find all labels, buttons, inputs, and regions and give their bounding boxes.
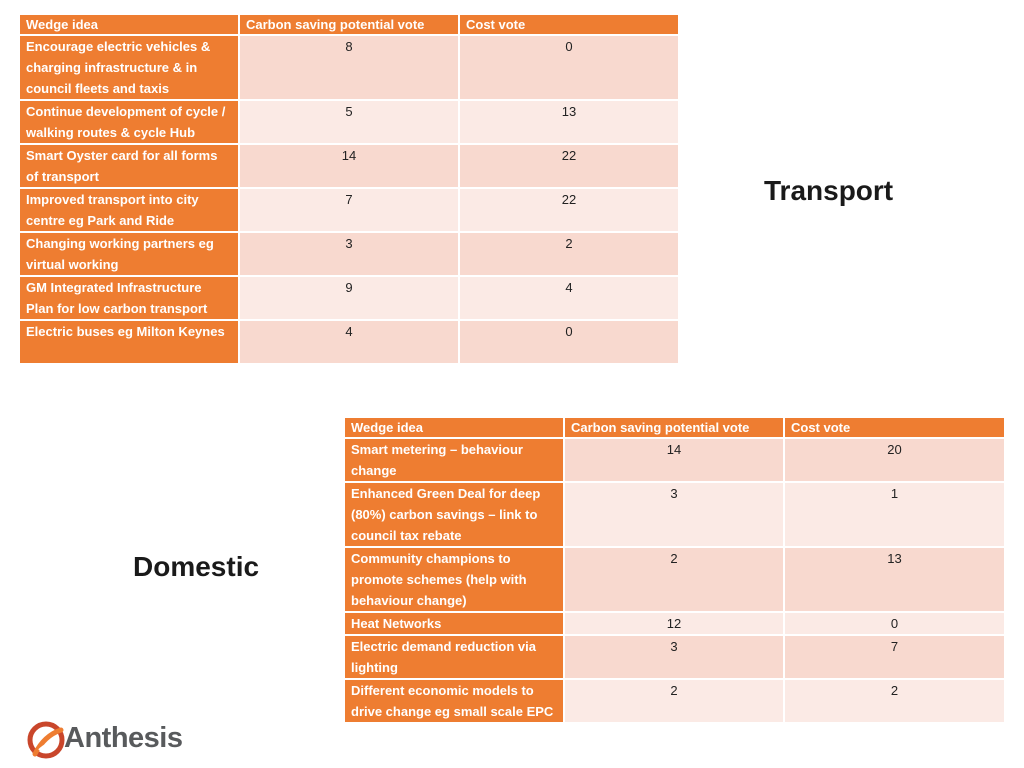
- cost-vote-cell: 22: [460, 189, 678, 231]
- cost-vote-cell: 1: [785, 483, 1004, 546]
- wedge-idea-cell: Encourage electric vehicles & charging i…: [20, 36, 238, 99]
- carbon-vote-cell: 3: [240, 233, 458, 275]
- carbon-vote-cell: 9: [240, 277, 458, 319]
- carbon-vote-cell: 2: [565, 548, 783, 611]
- wedge-idea-cell: Continue development of cycle / walking …: [20, 101, 238, 143]
- table-row: Enhanced Green Deal for deep (80%) carbo…: [345, 483, 1004, 546]
- wedge-idea-cell: Smart Oyster card for all forms of trans…: [20, 145, 238, 187]
- cost-vote-cell: 0: [460, 36, 678, 99]
- carbon-vote-cell: 7: [240, 189, 458, 231]
- table-row: GM Integrated Infrastructure Plan for lo…: [20, 277, 678, 319]
- domestic-table: Wedge idea Carbon saving potential vote …: [343, 416, 1006, 724]
- table-row: Smart Oyster card for all forms of trans…: [20, 145, 678, 187]
- table-row: Different economic models to drive chang…: [345, 680, 1004, 722]
- wedge-idea-cell: Enhanced Green Deal for deep (80%) carbo…: [345, 483, 563, 546]
- table-row: Heat Networks 12 0: [345, 613, 1004, 634]
- transport-table: Wedge idea Carbon saving potential vote …: [18, 13, 680, 365]
- table-row: Changing working partners eg virtual wor…: [20, 233, 678, 275]
- cost-vote-cell: 0: [785, 613, 1004, 634]
- wedge-idea-cell: Smart metering – behaviour change: [345, 439, 563, 481]
- header-cost-vote: Cost vote: [460, 15, 678, 34]
- wedge-idea-cell: Electric buses eg Milton Keynes: [20, 321, 238, 363]
- carbon-vote-cell: 3: [565, 636, 783, 678]
- cost-vote-cell: 4: [460, 277, 678, 319]
- header-cost-vote: Cost vote: [785, 418, 1004, 437]
- carbon-vote-cell: 4: [240, 321, 458, 363]
- table-header-row: Wedge idea Carbon saving potential vote …: [20, 15, 678, 34]
- cost-vote-cell: 20: [785, 439, 1004, 481]
- header-carbon-vote: Carbon saving potential vote: [240, 15, 458, 34]
- table-row: Electric demand reduction via lighting 3…: [345, 636, 1004, 678]
- table-row: Improved transport into city centre eg P…: [20, 189, 678, 231]
- carbon-vote-cell: 14: [565, 439, 783, 481]
- wedge-idea-cell: GM Integrated Infrastructure Plan for lo…: [20, 277, 238, 319]
- carbon-vote-cell: 12: [565, 613, 783, 634]
- table-row: Smart metering – behaviour change 14 20: [345, 439, 1004, 481]
- cost-vote-cell: 7: [785, 636, 1004, 678]
- anthesis-logo-text: Anthesis: [64, 722, 183, 754]
- table-row: Encourage electric vehicles & charging i…: [20, 36, 678, 99]
- cost-vote-cell: 0: [460, 321, 678, 363]
- table-row: Electric buses eg Milton Keynes 4 0: [20, 321, 678, 363]
- table-row: Continue development of cycle / walking …: [20, 101, 678, 143]
- header-carbon-vote: Carbon saving potential vote: [565, 418, 783, 437]
- anthesis-swirl-icon: [27, 721, 65, 759]
- cost-vote-cell: 13: [460, 101, 678, 143]
- header-wedge-idea: Wedge idea: [345, 418, 563, 437]
- wedge-idea-cell: Community champions to promote schemes (…: [345, 548, 563, 611]
- wedge-idea-cell: Different economic models to drive chang…: [345, 680, 563, 722]
- wedge-idea-cell: Heat Networks: [345, 613, 563, 634]
- cost-vote-cell: 13: [785, 548, 1004, 611]
- carbon-vote-cell: 3: [565, 483, 783, 546]
- table-row: Community champions to promote schemes (…: [345, 548, 1004, 611]
- header-wedge-idea: Wedge idea: [20, 15, 238, 34]
- carbon-vote-cell: 5: [240, 101, 458, 143]
- wedge-idea-cell: Improved transport into city centre eg P…: [20, 189, 238, 231]
- carbon-vote-cell: 14: [240, 145, 458, 187]
- wedge-idea-cell: Electric demand reduction via lighting: [345, 636, 563, 678]
- cost-vote-cell: 2: [460, 233, 678, 275]
- carbon-vote-cell: 2: [565, 680, 783, 722]
- cost-vote-cell: 2: [785, 680, 1004, 722]
- domestic-section-title: Domestic: [133, 551, 260, 582]
- transport-section-title: Transport: [764, 175, 894, 206]
- wedge-idea-cell: Changing working partners eg virtual wor…: [20, 233, 238, 275]
- table-header-row: Wedge idea Carbon saving potential vote …: [345, 418, 1004, 437]
- carbon-vote-cell: 8: [240, 36, 458, 99]
- cost-vote-cell: 22: [460, 145, 678, 187]
